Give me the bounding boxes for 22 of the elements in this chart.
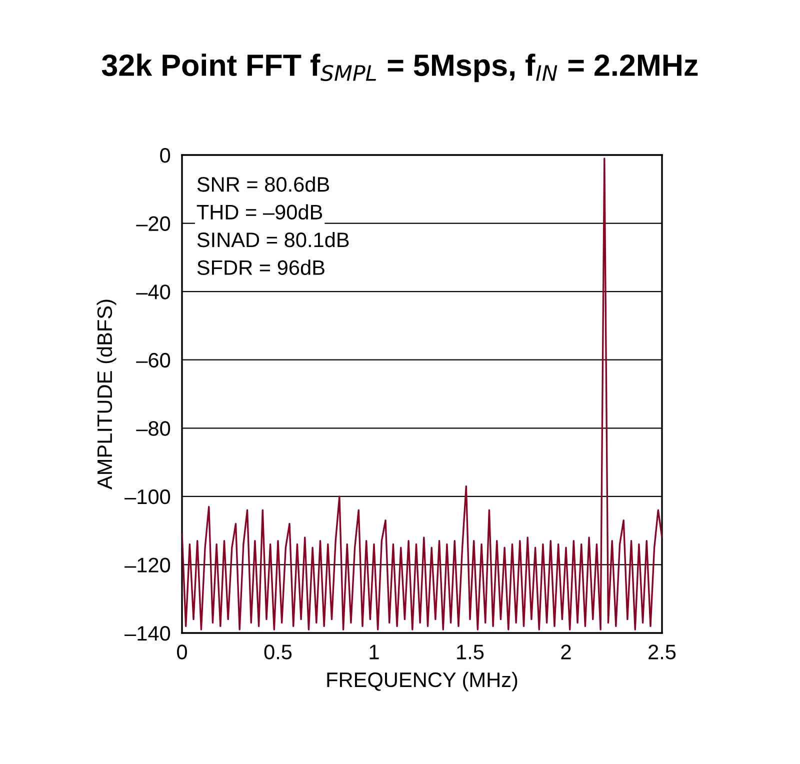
- annotation: SNR = 80.6dB: [197, 176, 330, 192]
- annotation: SINAD = 80.1dB: [197, 232, 349, 248]
- y-tick-label: –20: [136, 216, 170, 232]
- x-tick-label: 0: [177, 644, 187, 660]
- y-tick-label: 0: [160, 148, 170, 163]
- x-tick-label: 1: [370, 644, 379, 660]
- x-tick-label: 2: [561, 644, 571, 660]
- annotation: THD = –90dB: [196, 204, 322, 220]
- x-tick-label: 0.5: [264, 644, 292, 660]
- y-tick-label: –60: [136, 352, 170, 368]
- y-axis-title: AMPLITUDE (dBFS): [96, 300, 116, 490]
- annotation: SFDR = 96dB: [197, 260, 324, 275]
- y-tick-label: –120: [124, 558, 170, 572]
- y-tick-label: –80: [136, 421, 170, 436]
- line-series: [182, 158, 662, 630]
- x-tick-label: 2.5: [648, 644, 676, 660]
- y-tick-label: –40: [136, 284, 170, 300]
- x-axis-title: FREQUENCY (MHz): [327, 672, 518, 692]
- y-tick-label: –100: [124, 489, 170, 504]
- x-tick-label: 1.5: [457, 644, 484, 660]
- chart-title: 32k Point FFT f$_{SMPL}$ = 5Msps, f$_{IN}$ = 2.2MHz: [102, 54, 698, 82]
- y-tick-label: –140: [124, 626, 170, 641]
